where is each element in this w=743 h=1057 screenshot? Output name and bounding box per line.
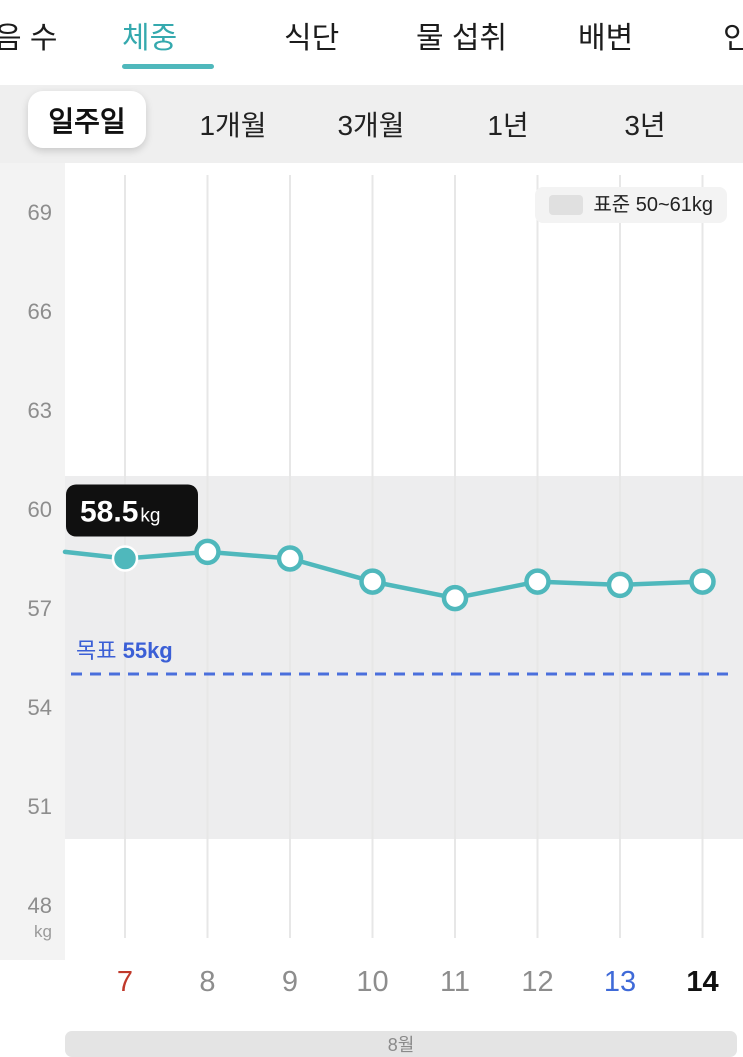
legend-swatch bbox=[549, 195, 584, 215]
month-label: 8월 bbox=[387, 1035, 415, 1055]
day-label-8[interactable]: 8 bbox=[199, 966, 216, 998]
period-selector-bar: 일주일 1개월 3개월 1년 3년 bbox=[0, 85, 743, 163]
y-tick-51: 51 bbox=[28, 794, 52, 819]
legend-label: 표준 50~61kg bbox=[593, 194, 713, 216]
data-point-13[interactable] bbox=[606, 571, 634, 599]
tab-weight[interactable]: 체중 bbox=[122, 22, 178, 55]
period-week-pill[interactable]: 일주일 bbox=[28, 91, 146, 148]
y-axis-strip bbox=[0, 163, 65, 960]
tab-eumsu[interactable]: 음 수 bbox=[0, 22, 58, 55]
data-point-7-selected[interactable] bbox=[111, 545, 139, 572]
data-point-11[interactable] bbox=[441, 584, 469, 612]
svg-text:58.5kg: 58.5 kg bbox=[80, 496, 160, 529]
data-point-9[interactable] bbox=[276, 545, 304, 572]
y-tick-69: 69 bbox=[28, 200, 52, 225]
tab-diet[interactable]: 식단 bbox=[284, 22, 340, 55]
period-1month[interactable]: 1개월 bbox=[199, 110, 267, 141]
tab-in-partial[interactable]: 인 bbox=[723, 22, 743, 55]
y-tick-60: 60 bbox=[28, 497, 52, 522]
y-axis-unit: kg bbox=[34, 922, 52, 941]
active-tab-underline bbox=[122, 64, 214, 69]
y-tick-66: 66 bbox=[28, 299, 52, 324]
x-axis-labels: 7 8 9 10 11 12 13 14 bbox=[0, 960, 743, 1010]
y-tick-54: 54 bbox=[28, 695, 52, 720]
tab-water-intake[interactable]: 물 섭취 bbox=[416, 22, 508, 55]
standard-range-legend: 표준 50~61kg bbox=[535, 187, 727, 223]
month-scrollbar[interactable]: 8월 bbox=[65, 1031, 737, 1057]
day-label-10[interactable]: 10 bbox=[356, 966, 389, 998]
tab-bowel[interactable]: 배변 bbox=[578, 22, 634, 55]
y-tick-57: 57 bbox=[28, 596, 52, 621]
period-3year[interactable]: 3년 bbox=[624, 110, 666, 141]
weight-chart[interactable]: 69 66 63 60 57 54 51 48 kg 목표 55kg 58.5 kg 표준 50~61… bbox=[0, 163, 743, 960]
data-point-14[interactable] bbox=[689, 568, 716, 595]
period-3month[interactable]: 3개월 bbox=[337, 110, 405, 141]
day-label-11[interactable]: 11 bbox=[439, 966, 471, 998]
day-label-9[interactable]: 9 bbox=[281, 966, 299, 998]
goal-label: 목표 55kg bbox=[76, 638, 173, 663]
day-label-13[interactable]: 13 bbox=[603, 966, 637, 998]
day-label-14[interactable]: 14 bbox=[686, 966, 719, 998]
period-1year[interactable]: 1년 bbox=[487, 110, 529, 141]
weight-tooltip: 58.5 kg bbox=[66, 484, 198, 537]
y-tick-63: 63 bbox=[28, 398, 52, 423]
data-point-8[interactable] bbox=[194, 538, 221, 566]
top-tab-bar: 음 수 체중 식단 물 섭취 배변 인 bbox=[0, 0, 743, 85]
data-point-10[interactable] bbox=[359, 568, 386, 595]
y-tick-48: 48 bbox=[28, 893, 52, 918]
day-label-12[interactable]: 12 bbox=[521, 966, 554, 998]
chart-canvas[interactable]: 69 66 63 60 57 54 51 48 kg 목표 55kg 58.5 kg bbox=[0, 163, 743, 960]
data-point-12[interactable] bbox=[524, 568, 551, 595]
day-label-7[interactable]: 7 bbox=[116, 966, 134, 998]
